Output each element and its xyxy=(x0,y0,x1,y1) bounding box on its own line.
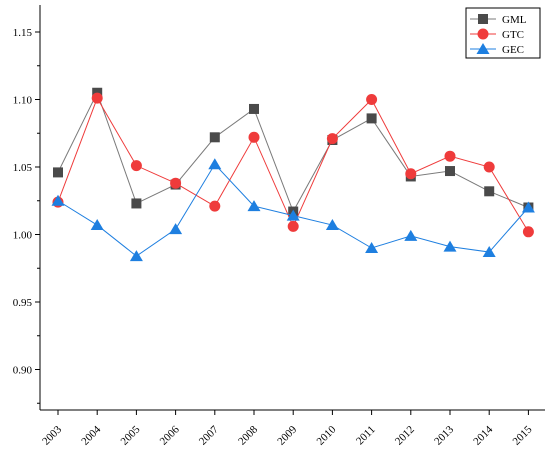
series-gtc-point xyxy=(91,92,103,104)
x-tick-label: 2012 xyxy=(393,424,417,448)
series-gtc-point xyxy=(130,160,142,172)
legend-gtc-marker xyxy=(477,28,489,40)
axes: 0.90 0.95 1.00 1.05 1.10 1.15 2003 2004 2005 2006… xyxy=(13,5,545,448)
y-tick-label: 1.15 xyxy=(13,27,33,39)
series-gtc-point xyxy=(522,226,534,238)
series-gtc-point xyxy=(209,200,221,212)
x-tick-label: 2013 xyxy=(432,423,456,447)
series-gec-point xyxy=(482,246,496,258)
x-tick-label: 2005 xyxy=(118,423,142,447)
legend-gml-label: GML xyxy=(502,14,527,26)
series-gml-point xyxy=(249,103,259,114)
series-gec-point xyxy=(404,229,418,241)
y-tick-label: 1.10 xyxy=(13,95,33,107)
x-tick-label: 2008 xyxy=(236,423,260,447)
series-gml-point xyxy=(209,132,220,143)
series-gec-point xyxy=(521,201,535,213)
series-gec-point xyxy=(90,219,104,231)
series-gtc-point xyxy=(248,131,260,143)
legend-gtc-label: GTC xyxy=(502,29,524,41)
legend-gml-marker xyxy=(478,14,488,24)
series-gec-point xyxy=(325,219,339,231)
x-tick-label: 2014 xyxy=(471,423,495,447)
series-gec-point xyxy=(443,240,457,252)
legend: GML GTC GEC xyxy=(465,7,541,59)
x-tick-label: 2015 xyxy=(510,423,534,447)
series-gml xyxy=(53,87,534,217)
series-gec-point xyxy=(51,194,65,206)
series-gml-point xyxy=(445,166,455,177)
x-tick-label: 2003 xyxy=(40,423,64,447)
series-gml-point xyxy=(484,186,495,197)
series-gec-point xyxy=(169,223,183,235)
series-gec-point xyxy=(247,200,261,212)
legend-gec-marker xyxy=(476,43,490,54)
x-tick-label: 2009 xyxy=(275,423,299,447)
x-tick-label: 2007 xyxy=(197,423,221,447)
series-gml-point xyxy=(131,198,142,209)
series-gtc xyxy=(52,92,534,238)
x-tick-label: 2006 xyxy=(158,423,182,447)
x-tick-label: 2010 xyxy=(314,423,338,447)
series-gtc-point xyxy=(326,133,338,145)
y-tick-label: 1.05 xyxy=(13,162,33,174)
series-gec-point xyxy=(286,209,300,221)
series-gtc-point xyxy=(366,94,378,105)
series-gtc-point xyxy=(444,150,456,162)
series-layer xyxy=(51,87,535,262)
series-gml-point xyxy=(366,113,377,124)
x-tick-label: 2011 xyxy=(354,424,378,448)
y-tick-label: 1.00 xyxy=(13,230,33,242)
series-gec-point xyxy=(208,158,222,170)
x-tick-label: 2004 xyxy=(79,423,103,447)
y-tick-label: 0.95 xyxy=(13,297,33,309)
series-gec xyxy=(51,158,535,262)
legend-gec-label: GEC xyxy=(502,44,524,56)
series-gml-point xyxy=(53,167,63,178)
y-tick-label: 0.90 xyxy=(13,365,33,377)
series-gec-point xyxy=(129,250,143,262)
series-gtc-point xyxy=(405,168,417,180)
series-gtc-point xyxy=(170,177,182,189)
series-gec-point xyxy=(365,242,379,253)
series-gtc-point xyxy=(287,220,299,232)
series-gtc-point xyxy=(483,161,495,173)
